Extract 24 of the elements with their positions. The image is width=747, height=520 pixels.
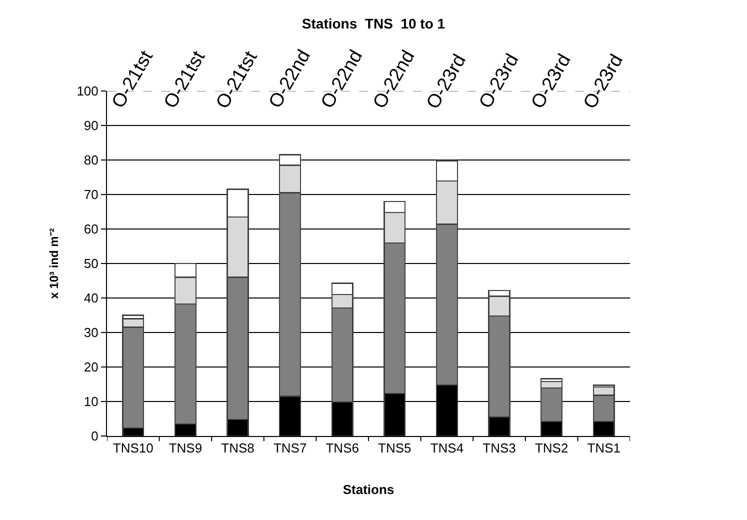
x-tick-label: TNS6 <box>326 440 359 456</box>
y-tick-label: 100 <box>76 84 98 99</box>
y-tick-label: 10 <box>84 394 98 410</box>
x-tick-label: TNS5 <box>378 440 412 456</box>
y-tick-label: 70 <box>84 187 98 202</box>
x-tick-label: TNS7 <box>273 440 307 456</box>
x-tick-label: TNS1 <box>587 440 620 456</box>
y-tick-label: 80 <box>84 152 98 168</box>
y-tick-label: 90 <box>84 118 98 134</box>
y-tick-label: 60 <box>84 222 98 237</box>
x-tick-label: TNS8 <box>221 440 254 456</box>
x-tick-label: TNS10 <box>112 440 154 456</box>
y-tick-label: 0 <box>91 428 98 444</box>
x-tick-label: TNS9 <box>168 440 202 456</box>
x-axis-title: Stations <box>342 482 394 498</box>
y-tick-label: 20 <box>84 360 98 375</box>
x-tick-label: TNS3 <box>482 440 516 456</box>
y-axis-title: x 10³ ind m⁻² <box>46 228 61 299</box>
y-tick-label: 30 <box>84 325 98 340</box>
chart-title: Stations TNS 10 to 1 <box>302 15 446 32</box>
y-tick-label: 50 <box>84 256 98 272</box>
y-tick-label: 40 <box>84 290 98 306</box>
x-tick-label: TNS2 <box>534 440 568 456</box>
x-tick-label: TNS4 <box>430 440 464 456</box>
